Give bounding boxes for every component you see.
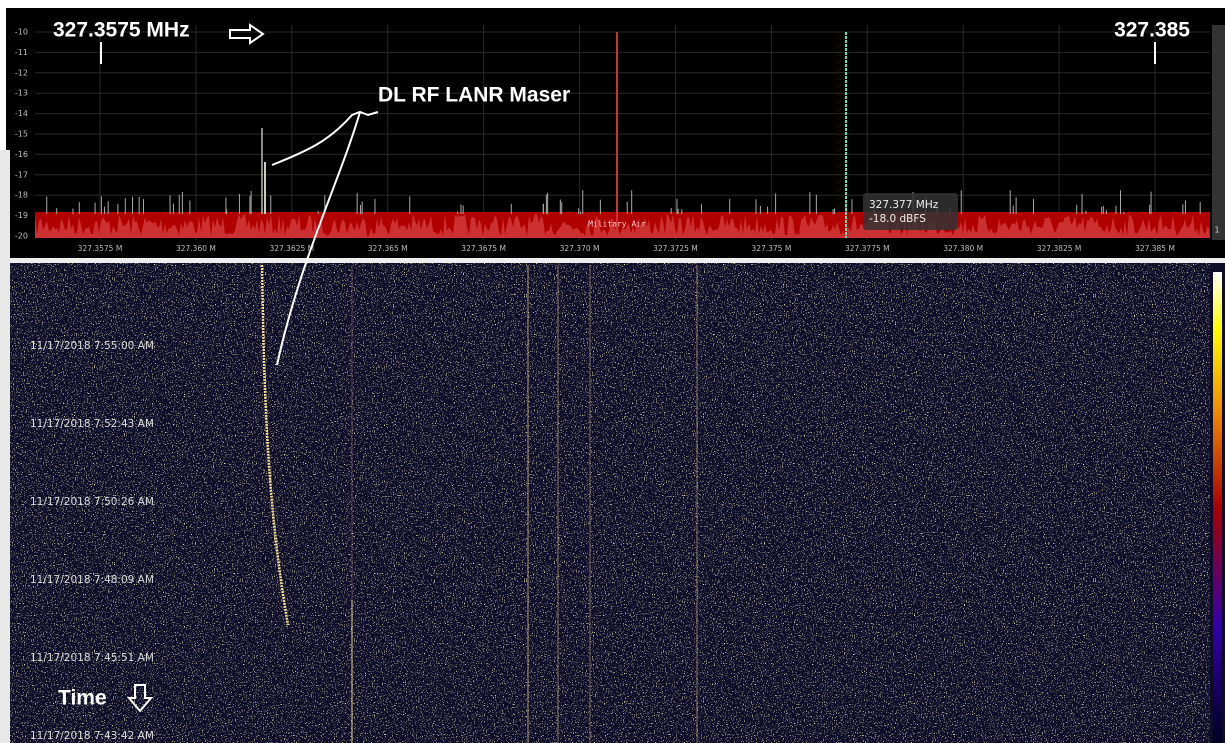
y-tick-label: -11 [15,48,28,57]
left-edge [0,150,10,743]
x-tick-label: 327.360 M [176,244,216,253]
tooltip-level: -18.0 dBFS [869,213,926,225]
timestamp: 11/17/2018 7:55:00 AM [30,340,154,352]
x-tick-label: 327.370 M [560,244,600,253]
end-frequency: 327.385 [1114,19,1190,42]
waterfall-noise [10,263,1210,743]
side-label: 1 [1214,226,1219,235]
sdr-screenshot: -10 -11 -12 -13 -14 -15 -16 -17 -18 -19 -20 327.357… [0,0,1225,743]
x-tick-label: 327.3825 M [1037,244,1082,253]
timestamp: 11/17/2018 7:52:43 AM [30,418,154,430]
x-tick-label: 327.3675 M [461,244,506,253]
x-tick-label: 327.375 M [751,244,791,253]
signal-label: DL RF LANR Maser [378,84,570,107]
y-tick-label: -13 [15,89,28,98]
x-tick-label: 327.365 M [368,244,408,253]
separator [0,258,1225,263]
x-tick-label: 327.3575 M [78,244,123,253]
y-tick-label: -12 [15,68,28,77]
timestamp: 11/17/2018 7:48:09 AM [30,574,154,586]
x-tick-label: 327.385 M [1135,244,1175,253]
spectrum-side-bar [1212,25,1225,240]
x-tick-label: 327.3625 M [269,244,314,253]
y-tick-label: -16 [15,150,28,159]
y-tick-label: -19 [15,211,28,220]
x-tick-label: 327.380 M [943,244,983,253]
tooltip-frequency: 327.377 MHz [869,199,939,211]
y-tick-label: -14 [15,109,28,118]
color-scale [1213,272,1222,743]
timestamp: 11/17/2018 7:50:26 AM [30,496,154,508]
y-tick-label: -17 [15,170,28,179]
x-tick-label: 327.3725 M [653,244,698,253]
band-label: Military Air [588,220,646,229]
y-tick-label: -15 [15,130,28,139]
x-tick-label: 327.3775 M [845,244,890,253]
y-tick-label: -10 [15,28,28,37]
timestamp: 11/17/2018 7:45:51 AM [30,652,154,664]
timestamp: 11/17/2018 7:43:42 AM [30,730,154,742]
time-label: Time [58,687,107,710]
y-tick-label: -18 [15,191,28,200]
start-frequency: 327.3575 MHz [53,19,190,42]
y-tick-label: -20 [15,232,28,241]
